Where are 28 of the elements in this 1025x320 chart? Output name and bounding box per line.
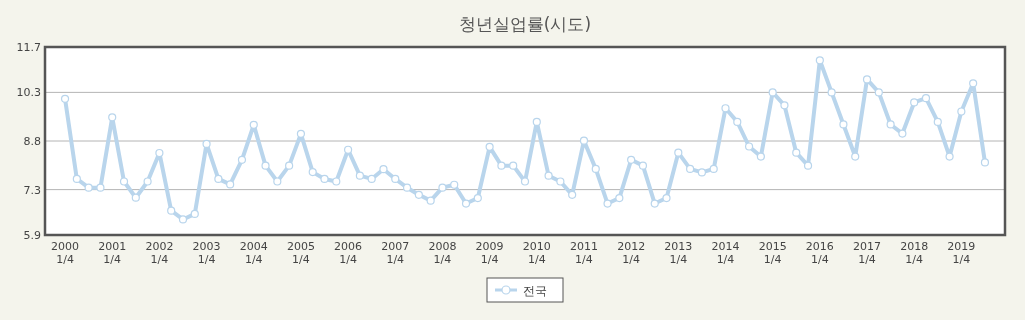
x-tick-label: 2010 1/4 [522,240,551,266]
y-tick-label: 10.3 [16,86,41,100]
legend-label: 전국 [523,283,547,298]
y-tick-label: 8.8 [23,135,41,148]
x-tick-label: 2009 1/4 [475,240,504,266]
x-tick-label: 2013 1/4 [664,240,693,266]
x-tick-label: 2016 1/4 [805,240,834,266]
x-tick-label: 2001 1/4 [98,240,127,266]
x-tick-label: 2011 1/4 [569,240,598,266]
x-tick-label: 2008 1/4 [428,240,457,266]
x-tick-label: 2014 1/4 [711,240,740,266]
y-tick-label: 7.3 [23,183,41,197]
x-tick-label: 2003 1/4 [192,240,221,266]
x-tick-label: 2015 1/4 [758,240,787,266]
legend: 전국 [486,277,564,303]
x-tick-label: 2012 1/4 [617,240,646,266]
chart-title: 청년실업률(시도) [458,14,592,34]
x-tick-label: 2005 1/4 [286,240,315,266]
x-tick-label: 2002 1/4 [145,240,174,266]
x-tick-label: 2004 1/4 [239,240,268,266]
x-tick-label: 2018 1/4 [900,240,929,266]
x-tick-label: 2000 1/4 [51,240,80,266]
y-tick-label: 11.7 [16,41,41,54]
x-tick-label: 2017 1/4 [853,240,882,266]
x-tick-label: 2007 1/4 [381,240,410,266]
x-tick-label: 2019 1/4 [947,240,976,266]
y-tick-label: 5.9 [23,229,41,242]
x-tick-label: 2006 1/4 [334,240,363,266]
